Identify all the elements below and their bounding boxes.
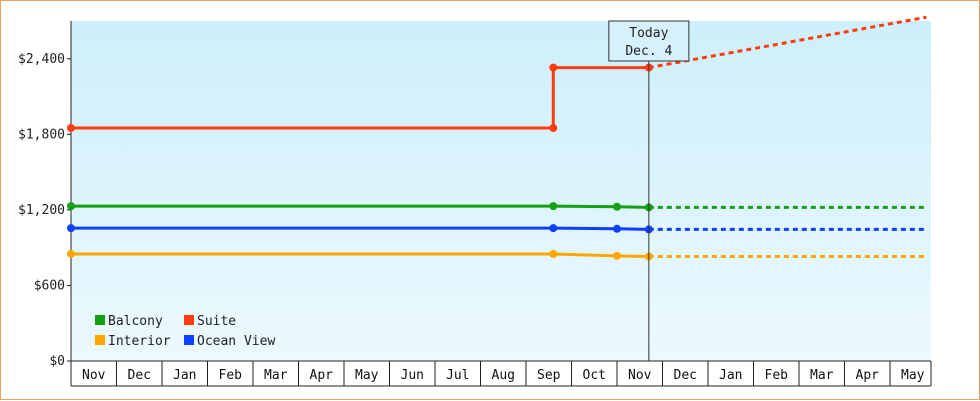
month-label: Dec — [674, 368, 697, 383]
series-ocean-view — [67, 224, 927, 234]
data-point[interactable] — [549, 124, 558, 133]
data-point[interactable] — [549, 249, 558, 258]
month-label: Dec — [128, 368, 151, 383]
y-tick-label: $600 — [34, 278, 65, 293]
month-label: Aug — [492, 368, 515, 383]
legend-swatch — [95, 335, 105, 345]
today-date: Dec. 4 — [625, 44, 672, 59]
data-point[interactable] — [549, 224, 558, 233]
legend-swatch — [184, 315, 194, 325]
legend-item-suite[interactable]: Suite — [184, 314, 236, 329]
month-label: May — [355, 368, 379, 383]
data-point[interactable] — [613, 251, 621, 260]
legend-label: Ocean View — [197, 334, 275, 349]
month-label: Jun — [401, 368, 424, 383]
legend-swatch — [95, 315, 105, 325]
series-line — [71, 204, 649, 209]
month-label: Feb — [219, 368, 243, 383]
y-tick-label: $1,200 — [18, 203, 65, 218]
series-interior — [67, 249, 927, 261]
month-label: Nov — [82, 368, 106, 383]
legend-item-ocean-view[interactable]: Ocean View — [184, 334, 275, 349]
month-label: Oct — [583, 368, 606, 383]
month-label: Apr — [310, 368, 334, 383]
series-line — [71, 252, 649, 258]
today-box — [608, 20, 690, 62]
data-point[interactable] — [67, 224, 75, 233]
y-tick-label: $0 — [49, 354, 65, 369]
month-label: Feb — [765, 368, 789, 383]
series-balcony — [67, 202, 927, 212]
series-line — [71, 226, 649, 231]
month-label: Mar — [264, 368, 288, 383]
month-label: Apr — [856, 368, 880, 383]
y-tick-label: $2,400 — [18, 52, 65, 67]
legend-label: Balcony — [108, 314, 163, 329]
data-point[interactable] — [549, 202, 558, 211]
month-label: Mar — [810, 368, 834, 383]
series-line — [71, 66, 649, 130]
data-point[interactable] — [67, 249, 75, 258]
month-label: Jan — [173, 368, 196, 383]
y-tick-label: $1,800 — [18, 127, 65, 142]
series-suite — [67, 15, 927, 133]
today-label: Today — [629, 26, 668, 41]
legend-item-balcony[interactable]: Balcony — [95, 314, 163, 329]
legend-label: Interior — [108, 334, 171, 349]
series-forecast-line — [648, 15, 927, 70]
data-point[interactable] — [67, 202, 75, 211]
legend-swatch — [184, 335, 194, 345]
data-point[interactable] — [549, 63, 558, 72]
month-label: Jul — [446, 368, 469, 383]
plot-area — [71, 21, 931, 361]
month-label: Nov — [628, 368, 652, 383]
month-label: Sep — [537, 368, 561, 383]
month-label: May — [901, 368, 925, 383]
data-point[interactable] — [67, 124, 75, 133]
month-label: Jan — [719, 368, 742, 383]
legend-label: Suite — [197, 314, 236, 329]
data-point[interactable] — [613, 224, 621, 233]
legend-item-interior[interactable]: Interior — [95, 334, 171, 349]
data-point[interactable] — [613, 202, 621, 211]
